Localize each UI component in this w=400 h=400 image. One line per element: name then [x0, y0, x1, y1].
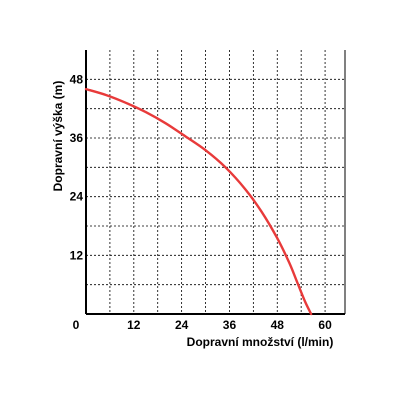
series-line	[84, 87, 313, 316]
frame-layer	[85, 50, 346, 315]
y-axis-title: Dopravní výška (m)	[51, 81, 65, 192]
x-tick-labels: 0 12 24 36 48 60	[73, 318, 332, 332]
x-tick-label: 60	[318, 318, 332, 332]
y-tick-label: 24	[70, 190, 84, 204]
x-tick-label: 24	[175, 318, 189, 332]
x-axis-title: Dopravní množství (l/min)	[187, 335, 334, 349]
y-tick-label: 48	[70, 72, 84, 86]
y-tick-label: 36	[70, 131, 84, 145]
grid-layer	[86, 50, 345, 314]
y-tick-labels: 12 24 36 48	[70, 72, 84, 262]
x-tick-label: 36	[223, 318, 237, 332]
x-tick-label: 12	[127, 318, 141, 332]
series-layer	[84, 87, 313, 316]
x-tick-label: 0	[73, 318, 80, 332]
y-tick-label: 12	[70, 248, 84, 262]
x-tick-label: 48	[271, 318, 285, 332]
